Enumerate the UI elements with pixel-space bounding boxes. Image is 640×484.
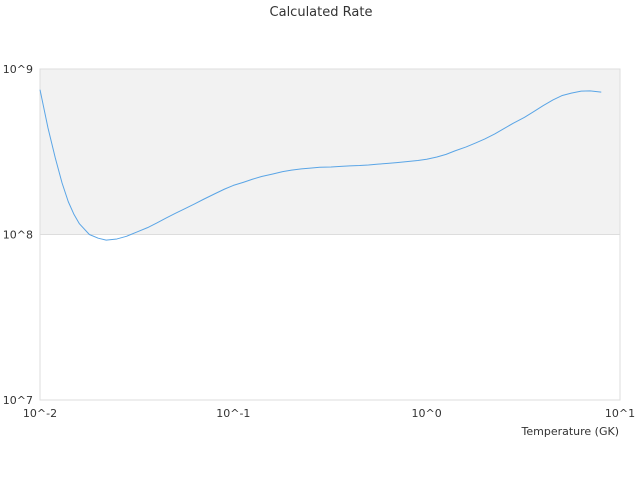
- x-tick-label: 10^1: [605, 407, 635, 420]
- shaded-band-layer: [40, 69, 620, 235]
- y-tick-label: 10^9: [3, 63, 33, 76]
- x-tick-label: 10^-2: [23, 407, 57, 420]
- y-tick-label: 10^8: [3, 229, 33, 242]
- plot-area-border: [39, 68, 621, 401]
- x-tick-label: 10^-1: [216, 407, 250, 420]
- x-tick-label: 10^0: [412, 407, 442, 420]
- y-tick-labels: 10^7 10^8 10^9: [3, 63, 33, 407]
- x-axis-title: Temperature (GK): [521, 425, 620, 438]
- series-line: [39, 89, 602, 241]
- chart-title: Calculated Rate: [270, 5, 373, 20]
- y-tick-label: 10^7: [3, 394, 33, 407]
- x-tick-labels: 10^-2 10^-1 10^0 10^1: [23, 407, 635, 420]
- shaded-band: [40, 69, 620, 235]
- series-layer: [39, 89, 602, 241]
